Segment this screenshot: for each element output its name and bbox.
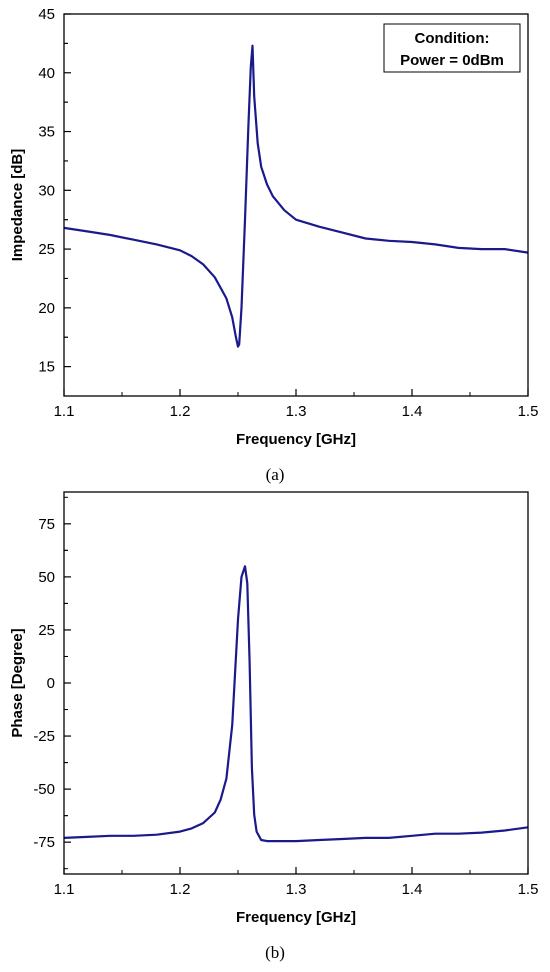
y-tick-label: 35 — [38, 124, 55, 141]
y-axis-label: Phase [Degree] — [9, 628, 26, 737]
impedance-plot-area: 1.1 1.2 1.3 1.4 1.5 15 20 25 30 35 40 45 — [38, 6, 538, 420]
y-tick-label: 75 — [38, 516, 55, 533]
x-tick-label: 1.5 — [518, 881, 539, 898]
x-tick-label: 1.2 — [170, 403, 191, 420]
x-tick-label: 1.2 — [170, 881, 191, 898]
x-tick-label: 1.3 — [286, 403, 307, 420]
x-tick-label: 1.1 — [54, 403, 75, 420]
y-axis-label: Impedance [dB] — [9, 149, 26, 262]
series-line — [63, 565, 529, 843]
x-tick-label: 1.4 — [402, 403, 423, 420]
impedance-axes-frame — [63, 13, 529, 397]
y-tick-label: 25 — [38, 241, 55, 258]
y-tick-label: -25 — [33, 728, 55, 745]
phase-chart: 1.1 1.2 1.3 1.4 1.5 -75 -50 -25 0 25 50 75 Frequenc… — [9, 491, 539, 962]
legend-line-power: Power = 0dBm — [400, 52, 504, 69]
x-tick-label: 1.4 — [402, 881, 423, 898]
impedance-chart: 1.1 1.2 1.3 1.4 1.5 15 20 25 30 35 40 45 Condition:… — [9, 6, 538, 484]
x-tick-label: 1.3 — [286, 881, 307, 898]
series-line — [63, 44, 529, 348]
x-axis-label: Frequency [GHz] — [236, 909, 356, 926]
y-tick-label: 40 — [38, 65, 55, 82]
phase-axes-frame — [63, 491, 529, 875]
legend-line-condition: Condition: — [415, 30, 490, 47]
y-tick-label: 0 — [47, 675, 55, 692]
y-tick-label: 45 — [38, 6, 55, 23]
panel-caption-a: (a) — [266, 465, 285, 484]
y-tick-label: -75 — [33, 834, 55, 851]
x-tick-label: 1.5 — [518, 403, 539, 420]
y-tick-label: 20 — [38, 300, 55, 317]
panel-caption-b: (b) — [265, 943, 285, 962]
phase-plot-area: 1.1 1.2 1.3 1.4 1.5 -75 -50 -25 0 25 50 75 — [33, 496, 539, 898]
y-tick-label: 25 — [38, 622, 55, 639]
y-tick-label: -50 — [33, 781, 55, 798]
x-tick-label: 1.1 — [54, 881, 75, 898]
x-axis-label: Frequency [GHz] — [236, 431, 356, 448]
y-tick-label: 30 — [38, 182, 55, 199]
y-tick-label: 15 — [38, 359, 55, 376]
condition-legend-box: Condition: Power = 0dBm — [383, 23, 521, 73]
y-tick-label: 50 — [38, 569, 55, 586]
